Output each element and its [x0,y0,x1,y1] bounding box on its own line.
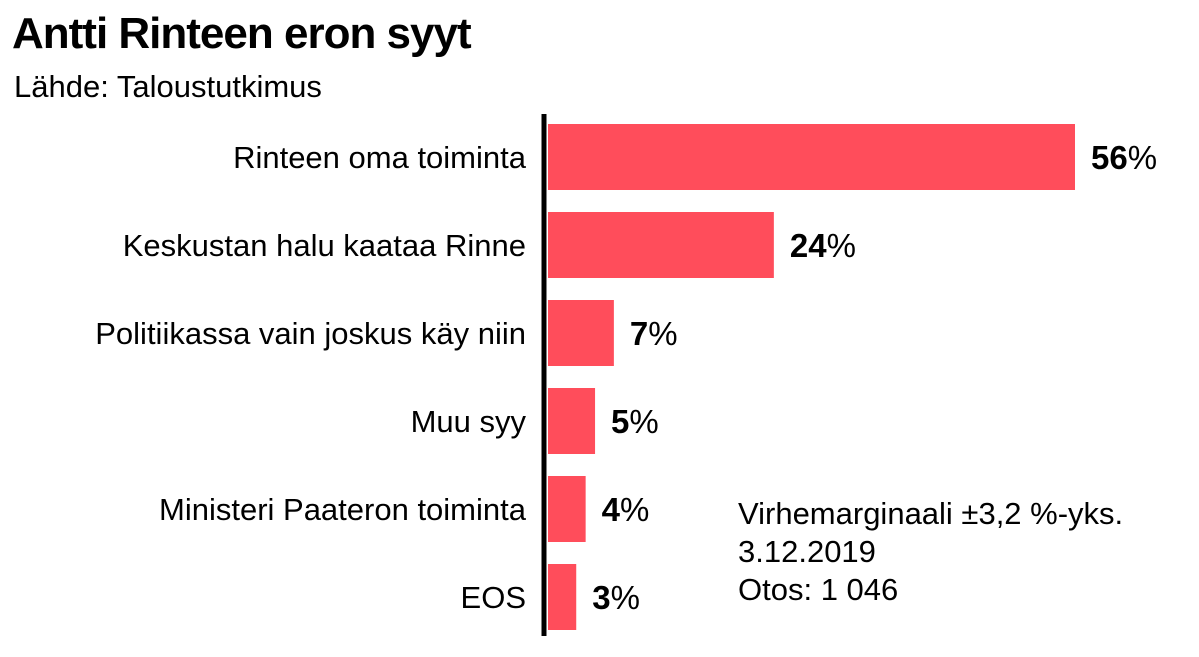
bar [548,300,614,366]
category-label: Muu syy [411,404,527,439]
value-label: 24% [790,227,856,264]
bar [548,564,577,630]
sample-size-note: Otos: 1 046 [738,572,899,607]
value-label: 56% [1091,139,1157,176]
bar [548,212,774,278]
value-label: 7% [630,315,678,352]
chart-subtitle: Lähde: Taloustutkimus [14,69,322,104]
category-label: Keskustan halu kaataa Rinne [123,228,526,263]
category-label: Rinteen oma toiminta [233,140,527,175]
chart-title: Antti Rinteen eron syyt [12,9,472,58]
value-label: 5% [611,403,659,440]
category-label: EOS [461,580,526,615]
category-label: Ministeri Paateron toiminta [159,492,527,527]
survey-date-note: 3.12.2019 [738,534,876,569]
bar [548,476,586,542]
value-label: 3% [592,579,640,616]
bar [548,124,1075,190]
value-label: 4% [602,491,650,528]
margin-of-error-note: Virhemarginaali ±3,2 %-yks. [738,496,1124,531]
bar [548,388,596,454]
survey-notes: Virhemarginaali ±3,2 %-yks. 3.12.2019 Ot… [738,495,1123,609]
category-label: Politiikassa vain joskus käy niin [95,316,526,351]
